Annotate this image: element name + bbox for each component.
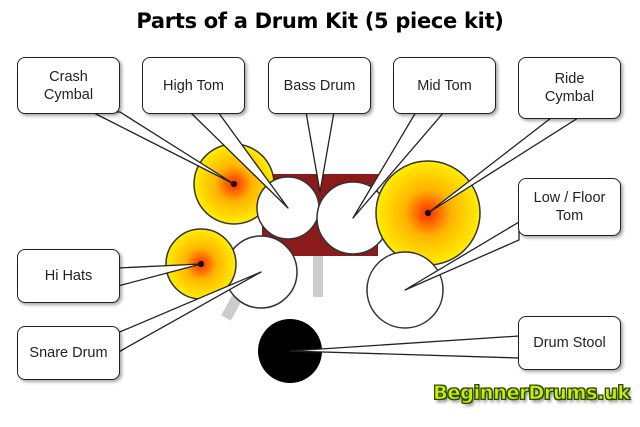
callout-stool — [289, 335, 520, 359]
label-crash-cymbal: Crash Cymbal — [17, 57, 120, 114]
label-snare-drum: Snare Drum — [17, 326, 120, 380]
label-ride-cymbal: Ride Cymbal — [518, 57, 621, 119]
label-bass-drum: Bass Drum — [268, 57, 371, 114]
label-hi-hats: Hi Hats — [17, 249, 120, 303]
site-logo: BeginnerDrums.uk — [433, 382, 631, 405]
label-low-floor-tom: Low / Floor Tom — [518, 178, 621, 236]
label-high-tom: High Tom — [142, 57, 245, 114]
label-drum-stool: Drum Stool — [518, 316, 621, 370]
floor-stand — [313, 255, 323, 297]
snare-stand — [221, 293, 243, 321]
page-title: Parts of a Drum Kit (5 piece kit) — [136, 9, 504, 33]
label-mid-tom: Mid Tom — [393, 57, 496, 114]
